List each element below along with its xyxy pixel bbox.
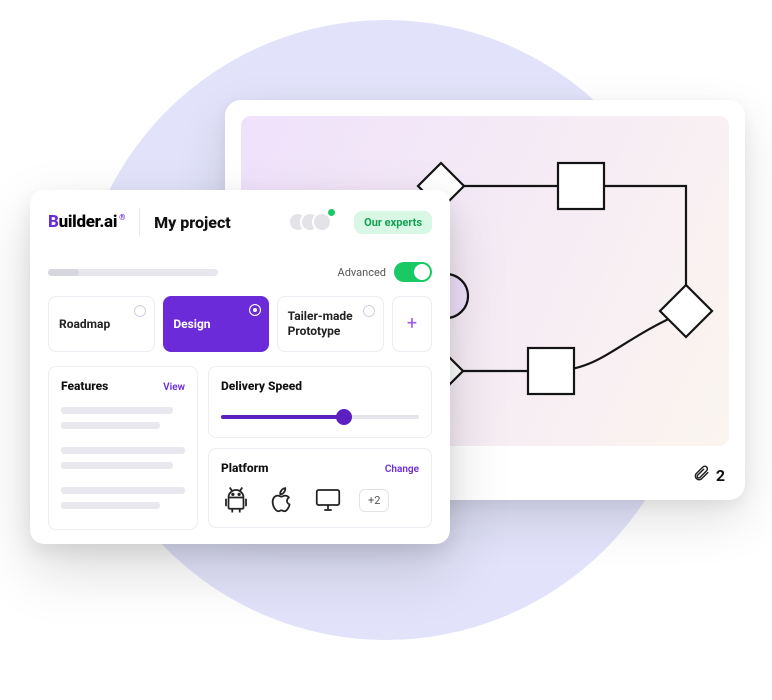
project-panel: Builder.ai® My project Our experts Advan… xyxy=(30,190,450,544)
features-title: Features xyxy=(61,379,108,393)
platform-card: Platform Change +2 xyxy=(208,448,432,528)
attachment-count: 2 xyxy=(716,466,725,485)
tab-roadmap[interactable]: Roadmap xyxy=(48,296,155,352)
apple-icon[interactable] xyxy=(267,485,297,515)
tab-design[interactable]: Design xyxy=(163,296,268,352)
advanced-label: Advanced xyxy=(338,266,386,279)
cards-row: Features View Delivery Speed xyxy=(48,366,432,530)
advanced-toggle[interactable] xyxy=(394,262,432,282)
panel-header: Builder.ai® My project Our experts xyxy=(48,208,432,236)
attachment-badge[interactable]: 2 xyxy=(692,464,725,486)
delivery-title: Delivery Speed xyxy=(221,379,419,393)
slider-thumb[interactable] xyxy=(336,409,352,425)
platform-change-link[interactable]: Change xyxy=(385,464,419,475)
desktop-icon[interactable] xyxy=(313,485,343,515)
header-divider xyxy=(139,208,140,236)
feature-skeleton xyxy=(61,502,160,509)
radio-icon xyxy=(363,305,375,317)
progress-row: Advanced xyxy=(48,262,432,282)
progress-bar xyxy=(48,269,218,276)
tabs: Roadmap Design Tailer-made Prototype + xyxy=(48,296,432,352)
team-avatars[interactable] xyxy=(288,212,332,232)
delivery-slider[interactable] xyxy=(221,415,419,419)
builder-logo: Builder.ai® xyxy=(48,212,125,232)
platform-more-button[interactable]: +2 xyxy=(359,489,389,512)
online-indicator-icon xyxy=(328,209,335,216)
paperclip-icon xyxy=(692,464,710,486)
android-icon[interactable] xyxy=(221,485,251,515)
feature-skeleton xyxy=(61,447,185,454)
feature-skeleton xyxy=(61,407,173,414)
project-title: My project xyxy=(154,213,231,232)
platform-title: Platform xyxy=(221,461,268,475)
features-view-link[interactable]: View xyxy=(163,382,185,393)
check-icon xyxy=(249,304,261,316)
radio-icon xyxy=(134,305,146,317)
feature-skeleton xyxy=(61,462,173,469)
our-experts-button[interactable]: Our experts xyxy=(354,211,432,234)
add-tab-button[interactable]: + xyxy=(392,296,432,352)
delivery-speed-card: Delivery Speed xyxy=(208,366,432,438)
features-card: Features View xyxy=(48,366,198,530)
feature-skeleton xyxy=(61,487,185,494)
feature-skeleton xyxy=(61,422,160,429)
tab-prototype[interactable]: Tailer-made Prototype xyxy=(277,296,384,352)
